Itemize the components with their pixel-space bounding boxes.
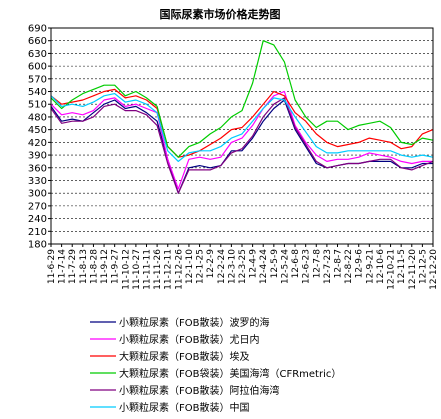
- x-tick-label: 12-12-5: [418, 249, 428, 284]
- x-tick-label: 12-4-9: [249, 249, 259, 279]
- x-tick-label: 12-12-20: [429, 249, 439, 290]
- y-tick-label: 450: [28, 125, 47, 136]
- x-tick-label: 12-5-9: [270, 249, 280, 279]
- series-line-1: [50, 99, 433, 194]
- x-tick-label: 11-8-13: [79, 249, 89, 284]
- x-tick-label: 12-1-10: [185, 249, 195, 284]
- x-tick-label: 12-6-8: [291, 249, 301, 279]
- x-tick-label: 12-6-23: [302, 249, 312, 284]
- chart-title: 国际尿素市场价格走势图: [160, 7, 281, 21]
- x-tick-label: 12-8-22: [344, 249, 354, 284]
- legend-label-2: 小颗粒尿素（FOB散装）尤日内: [119, 333, 259, 346]
- y-tick-label: 480: [28, 112, 47, 123]
- y-tick-label: 690: [28, 24, 47, 35]
- y-tick-label: 570: [28, 74, 47, 85]
- y-tick-label: 360: [28, 163, 47, 174]
- series-line-6: [50, 92, 434, 162]
- x-tick-label: 12-11-20: [408, 249, 418, 290]
- x-tick-label: 11-12-26: [174, 249, 184, 290]
- x-tick-label: 12-10-21: [387, 249, 397, 290]
- x-tick-label: 12-11-5: [397, 249, 407, 284]
- legend-label-5: 小颗粒尿素（FOB散装）阿拉伯海湾: [119, 384, 279, 397]
- y-tick-label: 390: [28, 151, 47, 162]
- y-tick-label: 330: [28, 176, 47, 187]
- y-tick-label: 270: [28, 201, 47, 212]
- x-tick-label: 11-12-11: [164, 249, 174, 290]
- x-tick-label: 11-7-14: [58, 249, 68, 284]
- x-tick-label: 12-7-23: [323, 249, 333, 284]
- y-tick-label: 420: [28, 138, 47, 149]
- legend: 小颗粒尿素（FOB散装）波罗的海小颗粒尿素（FOB散装）尤日内大颗粒尿素（FOB…: [90, 316, 341, 414]
- series-layer: [50, 40, 434, 194]
- x-tick-label: 11-9-12: [100, 249, 110, 284]
- legend-label-4: 大颗粒尿素（FOB袋装）美国海湾（CFRmetric）: [119, 367, 341, 380]
- x-tick-label: 12-10-6: [376, 249, 386, 284]
- y-tick-label: 510: [28, 100, 47, 111]
- x-tick-label: 11-8-28: [89, 249, 99, 284]
- legend-label-3: 大颗粒尿素（FOB散装）埃及: [119, 350, 249, 363]
- x-tick-label: 11-7-29: [68, 249, 78, 284]
- series-line-2: [50, 90, 433, 190]
- y-tick-label: 540: [28, 87, 47, 98]
- x-tick-label: 12-1-25: [196, 249, 206, 284]
- x-tick-label: 11-6-29: [47, 249, 57, 284]
- x-tick-label: 12-7-8: [312, 249, 322, 279]
- x-tick-label: 11-10-12: [121, 249, 131, 290]
- y-tick-label: 660: [28, 36, 47, 47]
- plot-frame: [50, 27, 434, 245]
- y-tick-label: 630: [28, 49, 47, 60]
- x-tick-label: 12-9-6: [355, 249, 365, 279]
- x-axis-ticks: 11-6-29 11-7-14 11-7-29 11-8-13 11-8-28 11-9-…: [47, 244, 439, 290]
- series-line-3: [50, 88, 434, 158]
- x-tick-label: 12-4-24: [259, 249, 269, 284]
- y-tick-label: 240: [28, 214, 47, 225]
- x-tick-label: 12-2-24: [217, 249, 227, 284]
- x-tick-label: 11-11-26: [153, 249, 163, 290]
- x-tick-label: 11-9-27: [111, 249, 121, 284]
- x-tick-label: 12-9-21: [365, 249, 375, 284]
- x-tick-label: 11-10-27: [132, 249, 142, 290]
- legend-label-1: 小颗粒尿素（FOB散装）波罗的海: [119, 316, 269, 329]
- y-tick-label: 210: [28, 227, 47, 238]
- x-tick-label: 12-2-9: [206, 249, 216, 279]
- x-tick-label: 12-3-25: [238, 249, 248, 284]
- series-line-5: [50, 97, 434, 194]
- grid-layer: [51, 40, 433, 232]
- x-tick-label: 12-3-10: [227, 249, 237, 284]
- series-line-4: [50, 40, 434, 158]
- legend-label-6: 小颗粒尿素（FOB散装）中国: [119, 401, 249, 414]
- x-tick-label: 12-5-24: [280, 249, 290, 284]
- y-axis-ticks: 1802102402703003303603904204504805105405…: [28, 24, 51, 251]
- x-tick-label: 12-8-7: [334, 249, 344, 278]
- y-tick-label: 180: [28, 240, 47, 251]
- x-tick-label: 11-11-11: [143, 249, 153, 290]
- y-tick-label: 600: [28, 62, 47, 73]
- y-tick-label: 300: [28, 189, 47, 200]
